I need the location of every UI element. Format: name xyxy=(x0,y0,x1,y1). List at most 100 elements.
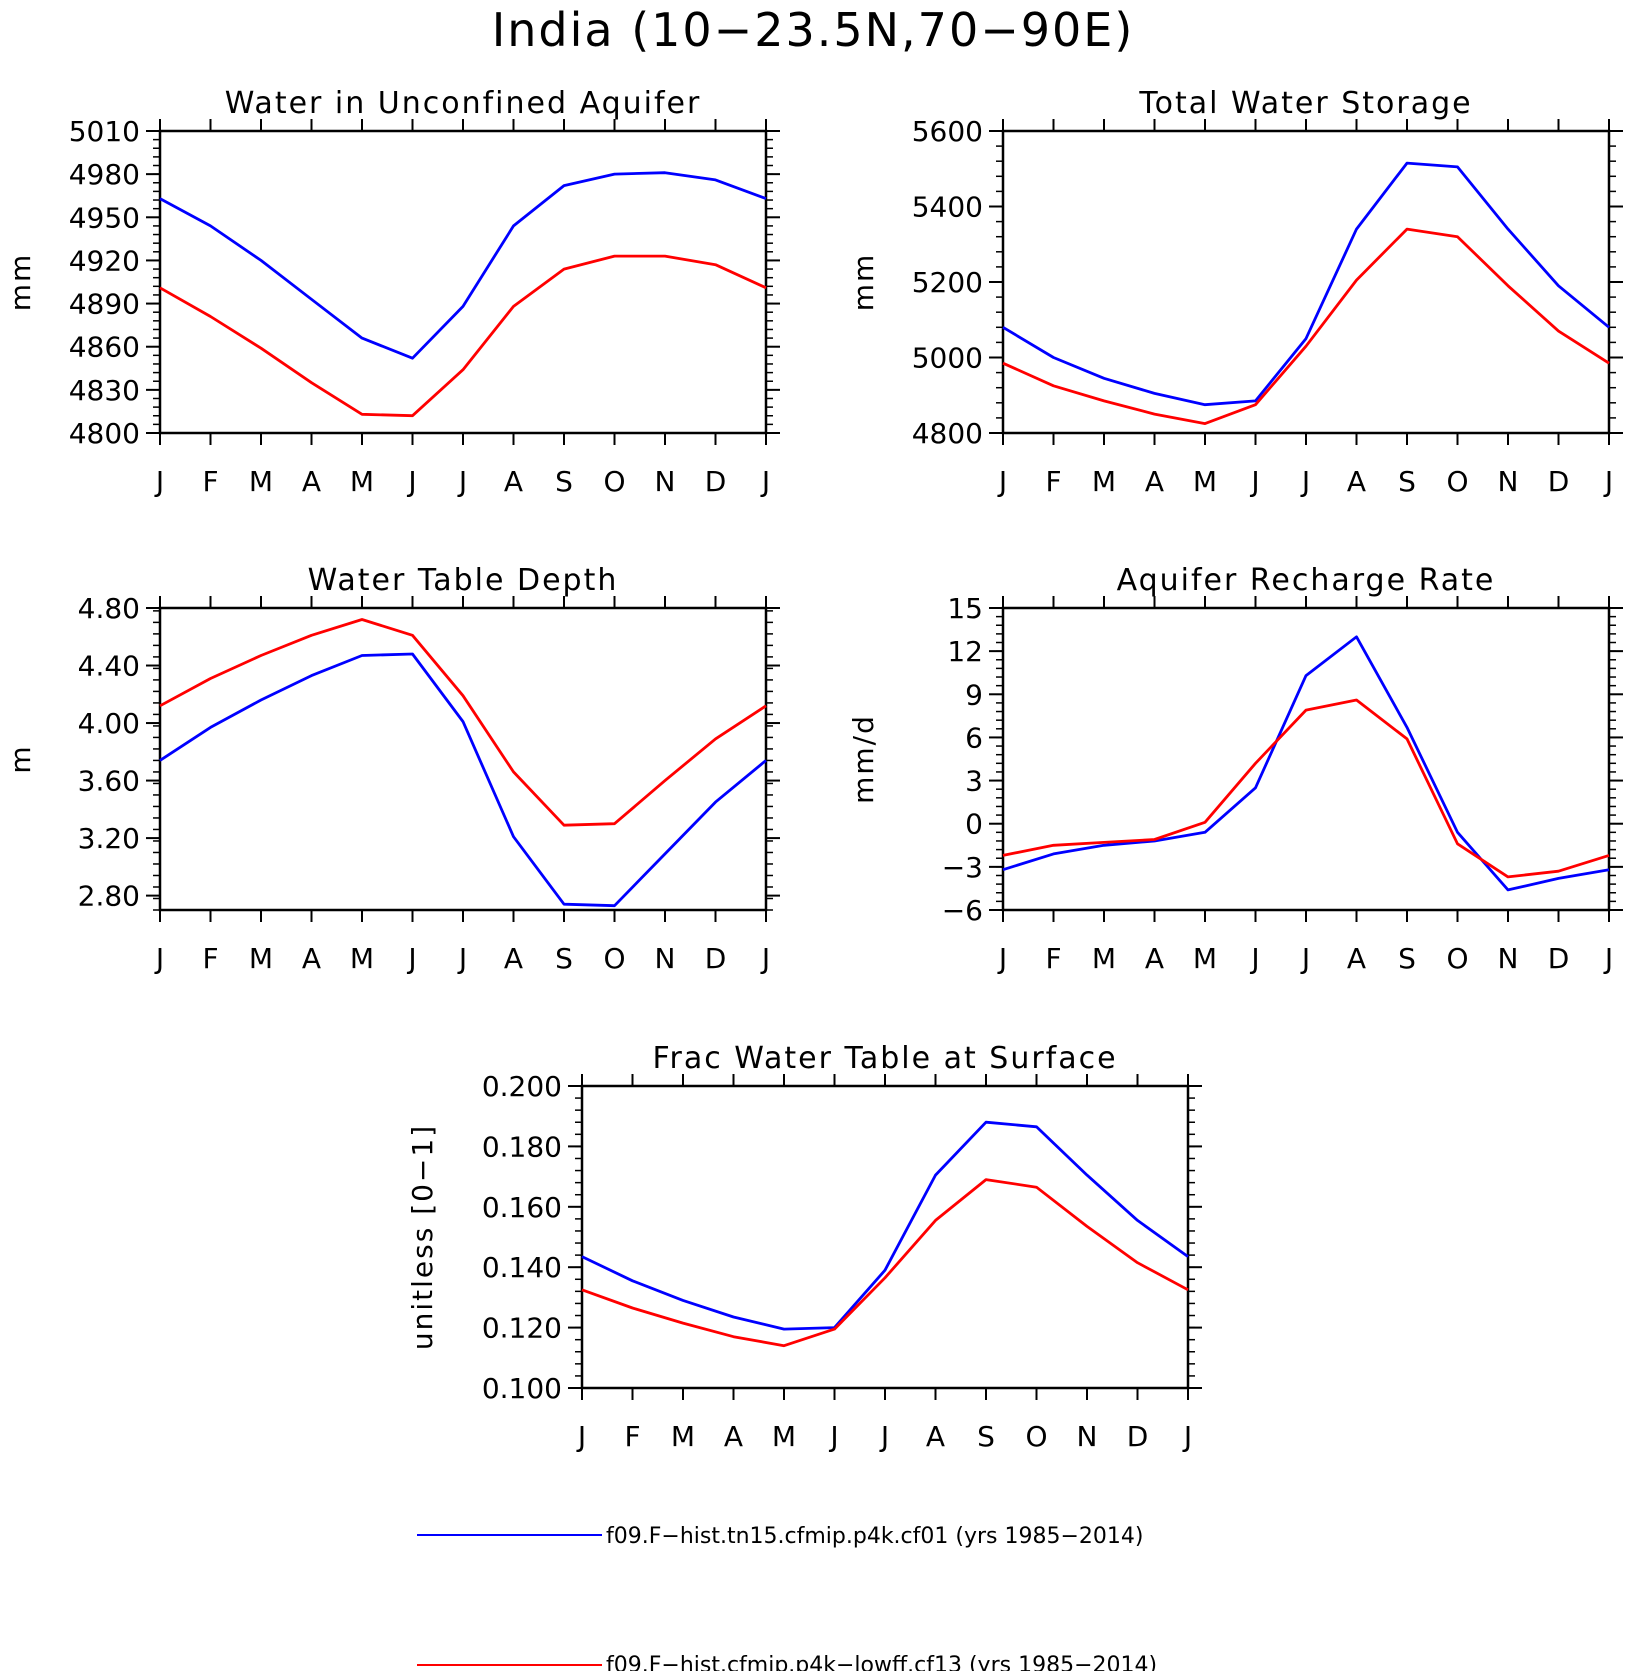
x-tick-label: N xyxy=(1077,1420,1098,1453)
x-tick-label: J xyxy=(154,942,164,975)
x-tick-label: S xyxy=(977,1420,995,1453)
x-tick-label: D xyxy=(1548,465,1570,498)
y-tick-label: 4800 xyxy=(912,417,983,450)
series-line-1 xyxy=(1003,700,1609,877)
x-tick-label: J xyxy=(1300,465,1310,498)
y-tick-label: 0.180 xyxy=(482,1130,562,1163)
x-tick-label: S xyxy=(555,942,573,975)
y-tick-label: 5010 xyxy=(69,115,140,148)
y-tick-label: 5600 xyxy=(912,115,983,148)
series-line-0 xyxy=(1003,637,1609,890)
panel-title: Total Water Storage xyxy=(1138,86,1472,121)
x-tick-label: J xyxy=(154,465,164,498)
panel-title: Water Table Depth xyxy=(308,563,619,598)
x-tick-label: A xyxy=(1347,465,1366,498)
plot-frame xyxy=(160,608,766,910)
legend-label-0: f09.F−hist.tn15.cfmip.p4k.cf01 (yrs 1985… xyxy=(606,1524,1143,1549)
x-tick-label: N xyxy=(655,942,676,975)
x-tick-label: J xyxy=(997,942,1007,975)
series-line-1 xyxy=(1003,229,1609,424)
x-tick-label: M xyxy=(1092,942,1116,975)
y-tick-label: −3 xyxy=(942,851,983,884)
plot-frame xyxy=(160,131,766,433)
x-tick-label: M xyxy=(1193,465,1217,498)
series-line-0 xyxy=(160,173,766,359)
x-tick-label: J xyxy=(828,1420,838,1453)
y-tick-label: 0.120 xyxy=(482,1312,562,1345)
x-tick-label: D xyxy=(1548,942,1570,975)
plot-frame xyxy=(582,1086,1188,1388)
x-tick-label: F xyxy=(202,942,218,975)
y-tick-label: 4920 xyxy=(69,244,140,277)
x-tick-label: S xyxy=(1398,942,1416,975)
y-axis-label: mm/d xyxy=(847,714,880,804)
panel-title: Aquifer Recharge Rate xyxy=(1117,563,1496,598)
y-tick-label: 4860 xyxy=(69,331,140,364)
x-tick-label: M xyxy=(350,465,374,498)
x-tick-label: A xyxy=(1145,465,1164,498)
x-tick-label: M xyxy=(249,942,273,975)
x-tick-label: J xyxy=(1249,465,1259,498)
x-tick-label: M xyxy=(249,465,273,498)
x-tick-label: J xyxy=(406,465,416,498)
x-tick-label: J xyxy=(1300,942,1310,975)
series-line-1 xyxy=(582,1180,1188,1346)
y-tick-label: 12 xyxy=(947,635,983,668)
x-tick-label: J xyxy=(1603,942,1613,975)
x-tick-label: J xyxy=(406,942,416,975)
y-axis-label: mm xyxy=(847,253,880,312)
x-tick-label: J xyxy=(879,1420,889,1453)
x-tick-label: O xyxy=(1446,942,1468,975)
y-tick-label: 15 xyxy=(947,592,983,625)
x-tick-label: D xyxy=(705,465,727,498)
x-tick-label: N xyxy=(1498,465,1519,498)
y-axis-label: m xyxy=(4,744,37,773)
x-tick-label: J xyxy=(1182,1420,1192,1453)
y-tick-label: 0 xyxy=(965,808,983,841)
x-tick-label: A xyxy=(302,465,321,498)
x-tick-label: A xyxy=(504,942,523,975)
y-tick-label: 5000 xyxy=(912,342,983,375)
y-axis-label: unitless [0−1] xyxy=(406,1124,439,1350)
x-tick-label: D xyxy=(1127,1420,1149,1453)
y-tick-label: 4830 xyxy=(69,374,140,407)
x-tick-label: S xyxy=(555,465,573,498)
panel-title: Water in Unconfined Aquifer xyxy=(225,86,702,121)
x-tick-label: A xyxy=(504,465,523,498)
y-tick-label: 3 xyxy=(965,765,983,798)
y-tick-label: −6 xyxy=(942,894,983,927)
x-tick-label: A xyxy=(1347,942,1366,975)
x-tick-label: S xyxy=(1398,465,1416,498)
series-line-1 xyxy=(160,256,766,416)
y-tick-label: 6 xyxy=(965,721,983,754)
x-tick-label: O xyxy=(603,942,625,975)
y-tick-label: 2.80 xyxy=(78,880,140,913)
x-tick-label: O xyxy=(1025,1420,1047,1453)
y-tick-label: 4890 xyxy=(69,288,140,321)
x-tick-label: J xyxy=(760,942,770,975)
x-tick-label: M xyxy=(772,1420,796,1453)
x-tick-label: F xyxy=(202,465,218,498)
x-tick-label: N xyxy=(1498,942,1519,975)
x-tick-label: M xyxy=(671,1420,695,1453)
x-tick-label: J xyxy=(997,465,1007,498)
main-title: India (10−23.5N,70−90E) xyxy=(492,3,1135,57)
y-tick-label: 0.200 xyxy=(482,1070,562,1103)
x-tick-label: J xyxy=(576,1420,586,1453)
y-tick-label: 4.40 xyxy=(78,650,140,683)
y-axis-label: mm xyxy=(4,253,37,312)
x-tick-label: J xyxy=(1249,942,1259,975)
x-tick-label: A xyxy=(1145,942,1164,975)
series-line-0 xyxy=(1003,163,1609,405)
plot-frame xyxy=(1003,131,1609,433)
y-tick-label: 4.00 xyxy=(78,707,140,740)
x-tick-label: O xyxy=(603,465,625,498)
y-tick-label: 0.100 xyxy=(482,1372,562,1405)
x-tick-label: J xyxy=(457,465,467,498)
x-tick-label: O xyxy=(1446,465,1468,498)
